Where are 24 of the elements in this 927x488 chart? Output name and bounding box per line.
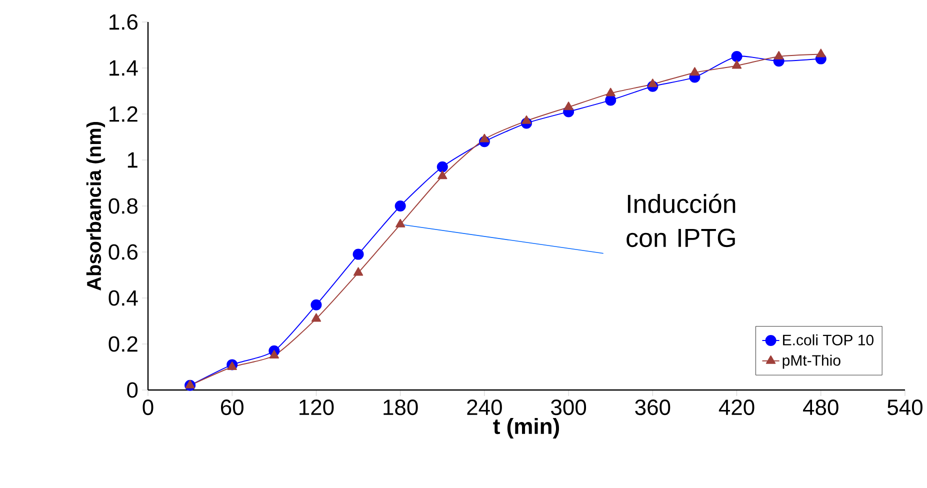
x-tick-label: 240 <box>467 400 502 416</box>
y-tick-label: 0.8 <box>108 198 138 214</box>
x-tick-label: 300 <box>551 400 586 416</box>
x-tick-label: 180 <box>384 400 418 416</box>
x-tick-label: 0 <box>142 400 154 416</box>
legend-label: E.coli TOP 10 <box>783 334 874 346</box>
x-tick-label: 540 <box>888 400 922 416</box>
x-tick-label: 60 <box>220 400 244 416</box>
y-axis-title: Absorbancia (nm) <box>86 122 106 291</box>
y-tick-label: 0.6 <box>108 244 138 260</box>
y-tick-label: 0.2 <box>108 336 138 352</box>
x-axis-title: t (min) <box>493 418 559 438</box>
y-tick-label: 1.6 <box>110 14 138 30</box>
y-tick-label: 0.4 <box>108 290 138 306</box>
x-tick-label: 420 <box>718 400 754 416</box>
y-tick-label: 1.4 <box>110 60 138 76</box>
y-tick-label: 0 <box>127 382 138 398</box>
y-tick-label: 1 <box>128 152 138 168</box>
x-tick-label: 360 <box>635 400 670 416</box>
x-tick-label: 120 <box>300 400 334 416</box>
x-tick-label: 480 <box>803 400 838 416</box>
legend-label: pMt-Thio <box>782 354 840 369</box>
y-tick-label: 1.2 <box>110 106 138 122</box>
annotation: Inducción con IPTG <box>626 194 736 248</box>
